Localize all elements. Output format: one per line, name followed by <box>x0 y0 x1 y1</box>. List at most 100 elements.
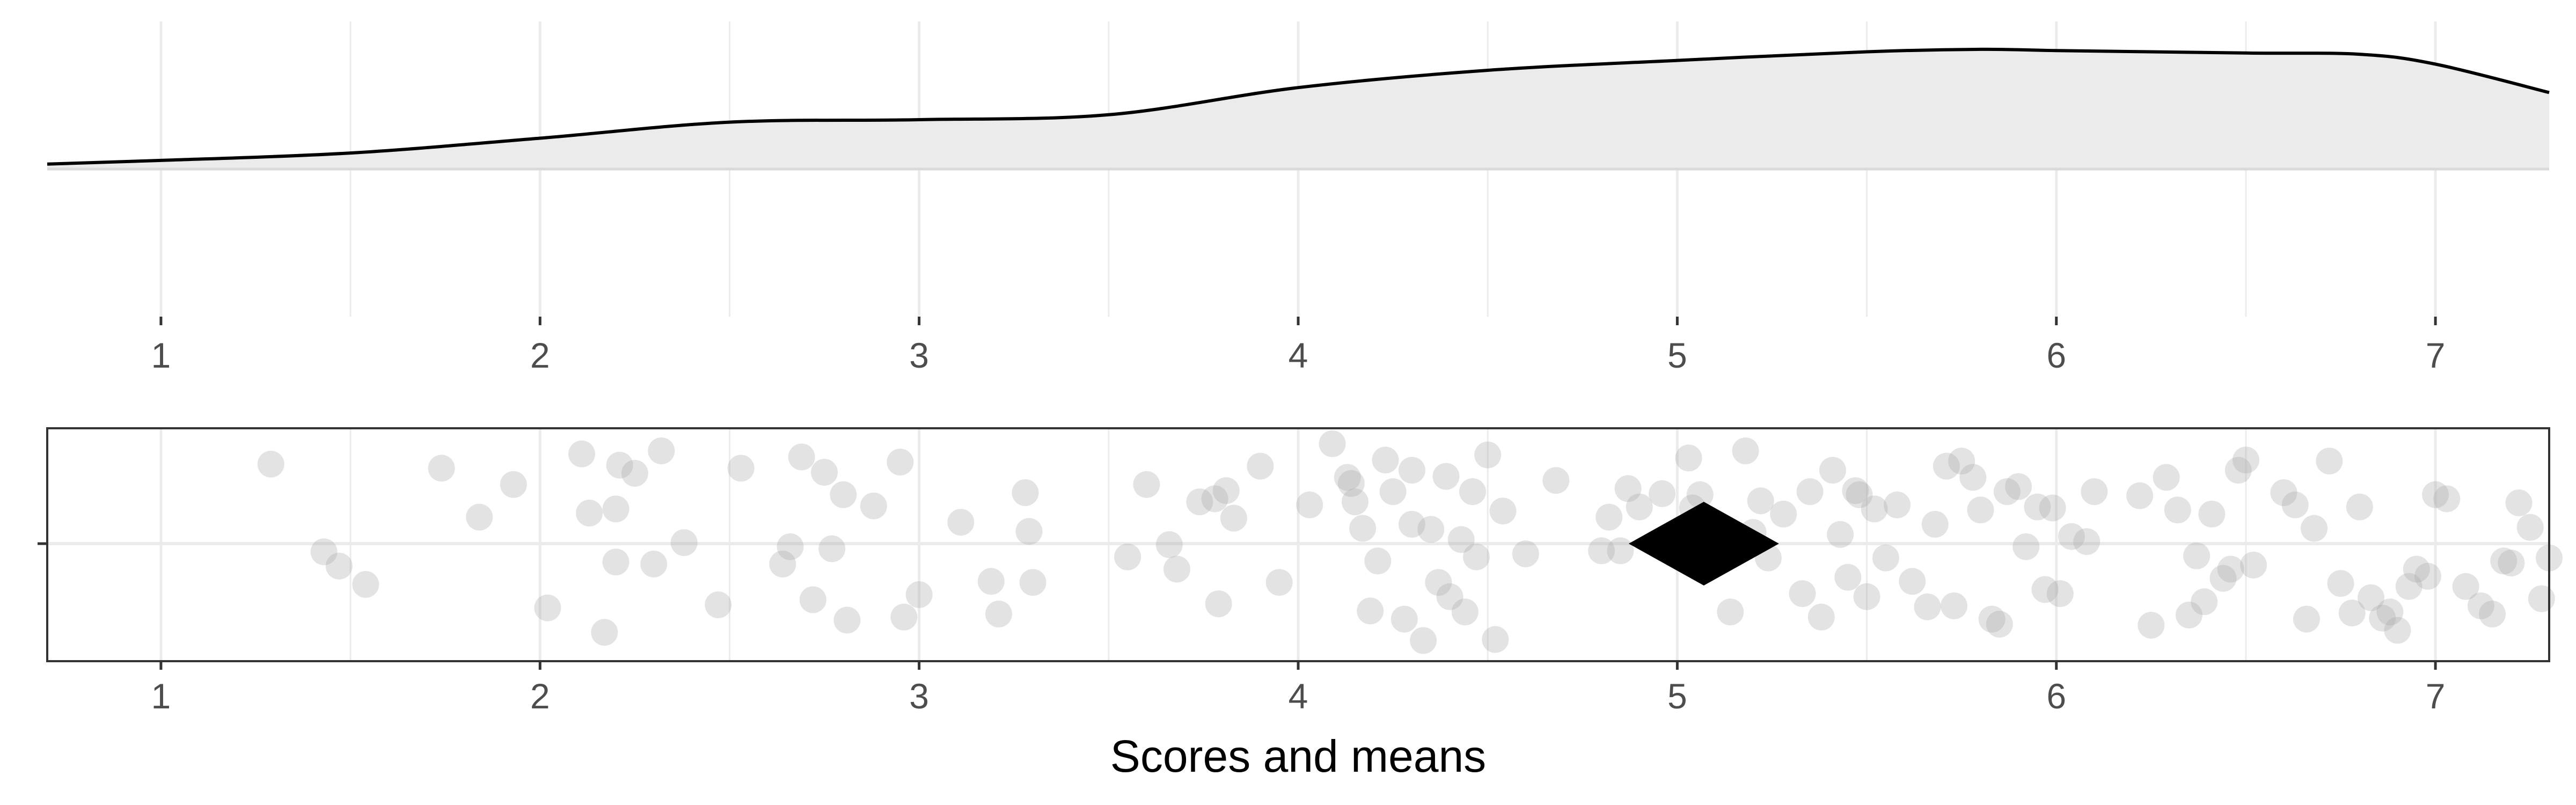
data-point <box>1686 481 1714 508</box>
data-point <box>1451 598 1479 626</box>
data-point <box>257 450 284 478</box>
data-point <box>602 548 630 576</box>
data-point <box>1770 500 1797 528</box>
data-point <box>428 455 455 482</box>
data-point <box>2024 493 2051 521</box>
data-point <box>1436 583 1463 610</box>
data-point <box>1391 605 1418 633</box>
data-point <box>1462 543 1490 570</box>
data-point <box>1819 457 1846 484</box>
data-point <box>1846 481 1873 508</box>
data-point <box>727 455 755 482</box>
data-point <box>1410 627 1437 654</box>
data-point <box>1842 477 1869 504</box>
data-point <box>2012 533 2040 560</box>
data-point <box>1588 537 1615 565</box>
data-point <box>534 594 561 621</box>
data-point <box>2327 570 2354 597</box>
data-point <box>2528 585 2555 612</box>
data-point <box>1512 540 1539 567</box>
data-point <box>1861 495 1888 523</box>
tick-label-7: 7 <box>2426 676 2446 716</box>
data-point <box>1914 593 1941 620</box>
tick-label-4: 4 <box>1289 676 1308 716</box>
points-x-axis: 1 2 3 4 5 6 7 <box>151 661 2446 716</box>
tick-label-4: 4 <box>1289 335 1308 375</box>
data-point <box>2490 547 2518 575</box>
data-point <box>769 551 796 577</box>
data-point <box>1357 597 1384 625</box>
data-point <box>2005 473 2032 500</box>
data-point <box>2198 500 2226 528</box>
data-point <box>2516 514 2544 541</box>
data-point <box>2505 489 2533 516</box>
data-point <box>2376 598 2404 626</box>
data-point <box>2209 565 2237 592</box>
data-point <box>2467 592 2494 619</box>
tick-label-6: 6 <box>2046 676 2066 716</box>
data-point <box>2240 551 2267 579</box>
data-point <box>576 500 603 526</box>
data-point <box>2338 599 2366 627</box>
data-point <box>648 437 675 465</box>
data-point <box>2081 478 2108 506</box>
data-point <box>1114 543 1141 570</box>
data-point <box>2384 617 2411 644</box>
tick-label-2: 2 <box>530 676 550 716</box>
data-point <box>602 495 630 523</box>
data-point <box>606 451 633 479</box>
data-point <box>1205 590 1232 618</box>
data-point <box>811 459 838 486</box>
data-point <box>1163 555 1190 583</box>
density-x-axis: 1 2 3 4 5 6 7 <box>151 317 2446 375</box>
tick-label-5: 5 <box>1667 676 1687 716</box>
data-point <box>500 471 527 498</box>
data-point <box>2058 523 2085 550</box>
data-point <box>777 533 804 560</box>
density-area <box>47 49 2549 169</box>
data-point <box>621 459 648 487</box>
data-point <box>2403 555 2430 583</box>
tick-label-5: 5 <box>1667 335 1687 375</box>
data-point <box>1364 547 1392 575</box>
mean-diamond-marker <box>1628 502 1779 586</box>
data-point <box>1247 452 1274 480</box>
data-point <box>1372 447 1399 474</box>
data-point <box>2183 542 2211 569</box>
tick-label-7: 7 <box>2426 335 2446 375</box>
data-point <box>1717 598 1744 626</box>
data-point <box>1807 603 1835 631</box>
data-point <box>1614 475 1642 502</box>
data-point <box>2138 612 2165 639</box>
data-point <box>2293 605 2320 633</box>
data-point <box>1626 493 1653 521</box>
data-point <box>1425 569 1452 596</box>
data-point <box>591 619 618 646</box>
data-point <box>1489 497 1517 525</box>
tick-label-3: 3 <box>909 676 929 716</box>
data-point <box>1967 496 1994 524</box>
x-axis-title: Scores and means <box>1110 731 1486 781</box>
data-point <box>2479 601 2506 628</box>
data-point <box>2270 479 2297 506</box>
data-point <box>1993 478 2021 506</box>
data-point <box>1133 471 1160 498</box>
data-point <box>1933 452 1960 480</box>
data-point <box>1212 477 1240 504</box>
data-point <box>2395 573 2423 600</box>
data-point <box>1220 504 1247 532</box>
data-point <box>1921 510 1949 538</box>
tick-label-1: 1 <box>151 676 171 716</box>
density-curve <box>47 47 2550 166</box>
data-point <box>1296 491 1323 518</box>
data-point <box>977 568 1005 595</box>
data-point <box>1827 521 1854 548</box>
tick-label-1: 1 <box>151 335 171 375</box>
data-point <box>2498 550 2525 577</box>
data-point <box>1398 457 1425 484</box>
data-point <box>1732 437 1759 465</box>
data-point <box>352 571 379 598</box>
data-point <box>640 551 668 577</box>
data-point <box>1349 515 1377 542</box>
data-point <box>2301 515 2328 542</box>
